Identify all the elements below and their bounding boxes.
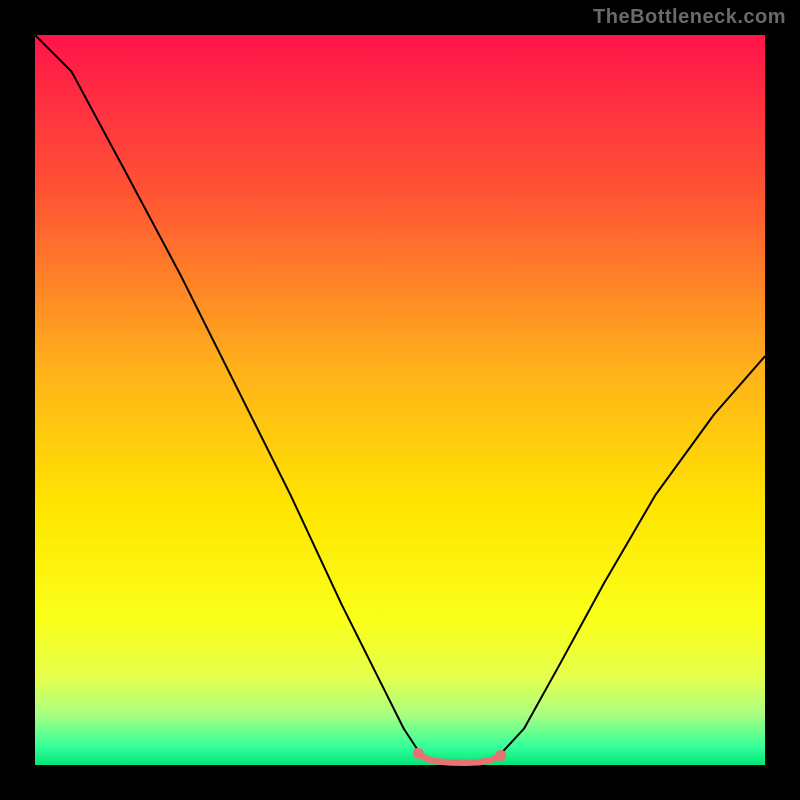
watermark-text: TheBottleneck.com [593, 6, 786, 29]
chart-stage: TheBottleneck.com [0, 0, 800, 800]
bottleneck-chart [0, 0, 800, 800]
